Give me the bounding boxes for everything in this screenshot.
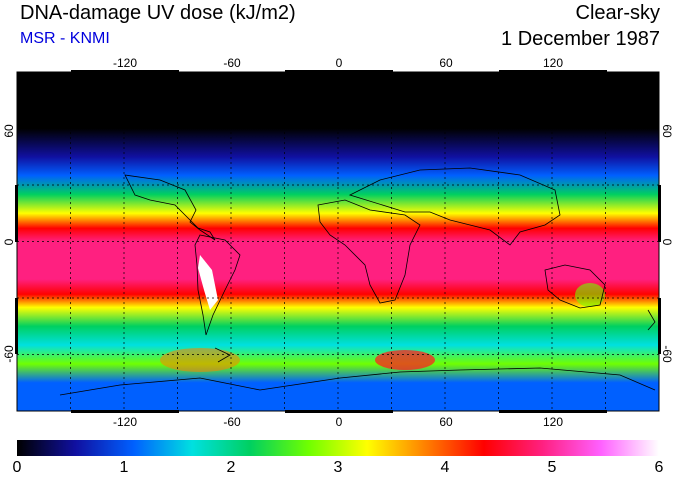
- colorbar-gradient: [17, 440, 659, 456]
- southern-orange-region: [160, 348, 240, 372]
- colorbar-label: 4: [440, 459, 450, 476]
- colorbar-label: 1: [119, 459, 129, 476]
- africa-coast: [317, 199, 421, 304]
- lat-label-left: 0: [2, 238, 16, 245]
- new-zealand-coast: [647, 309, 656, 331]
- lon-label-bottom: -60: [223, 415, 241, 429]
- lat-label-right: 0: [660, 239, 674, 246]
- date-label: 1 December 1987: [501, 28, 660, 50]
- lon-label-bottom: 0: [336, 415, 343, 429]
- australia-green-region: [575, 283, 605, 307]
- lon-label-bottom: 60: [439, 415, 453, 429]
- lon-labels-top: -120 -60 0 60 120: [113, 56, 563, 70]
- lon-label-top: 0: [336, 56, 343, 70]
- map-title: DNA-damage UV dose (kJ/m2): [20, 2, 296, 24]
- lat-label-right: 60: [660, 124, 674, 138]
- lat-label-left: 60: [2, 124, 16, 138]
- lon-label-top: -60: [223, 56, 241, 70]
- north-america-coast: [124, 174, 216, 241]
- lon-label-top: -120: [113, 56, 137, 70]
- lat-labels-left: 60 0 -60: [2, 124, 16, 363]
- lon-label-top: 120: [543, 56, 563, 70]
- colorbar: [17, 440, 659, 456]
- lon-label-bottom: -120: [113, 415, 137, 429]
- colorbar-label: 2: [226, 459, 236, 476]
- uv-dose-map: -120 -60 0 60 120 -120 -60 0 60 120 60 0…: [2, 56, 674, 429]
- coastlines: [59, 167, 656, 396]
- colorbar-label: 3: [333, 459, 343, 476]
- lon-label-bottom: 120: [543, 415, 563, 429]
- antarctica-coast: [59, 367, 656, 396]
- andes-high-dose-region: [198, 255, 218, 310]
- frame-tick-bars: [15, 70, 661, 413]
- lon-label-top: 60: [439, 56, 453, 70]
- antarctic-high-dose-region: [375, 350, 435, 370]
- sky-condition-label: Clear-sky: [575, 2, 660, 24]
- colorbar-label: 0: [12, 459, 22, 476]
- graticule: [17, 72, 659, 411]
- colorbar-label: 6: [654, 459, 664, 476]
- lat-label-left: -60: [2, 345, 16, 363]
- lat-labels-right: 60 0 -60: [660, 124, 674, 363]
- source-label: MSR - KNMI: [20, 30, 110, 47]
- lat-label-right: -60: [660, 345, 674, 363]
- lon-labels-bottom: -120 -60 0 60 120: [113, 415, 563, 429]
- south-america-coast: [194, 234, 241, 336]
- colorbar-label: 5: [547, 459, 557, 476]
- antarctic-peninsula-coast: [214, 347, 231, 363]
